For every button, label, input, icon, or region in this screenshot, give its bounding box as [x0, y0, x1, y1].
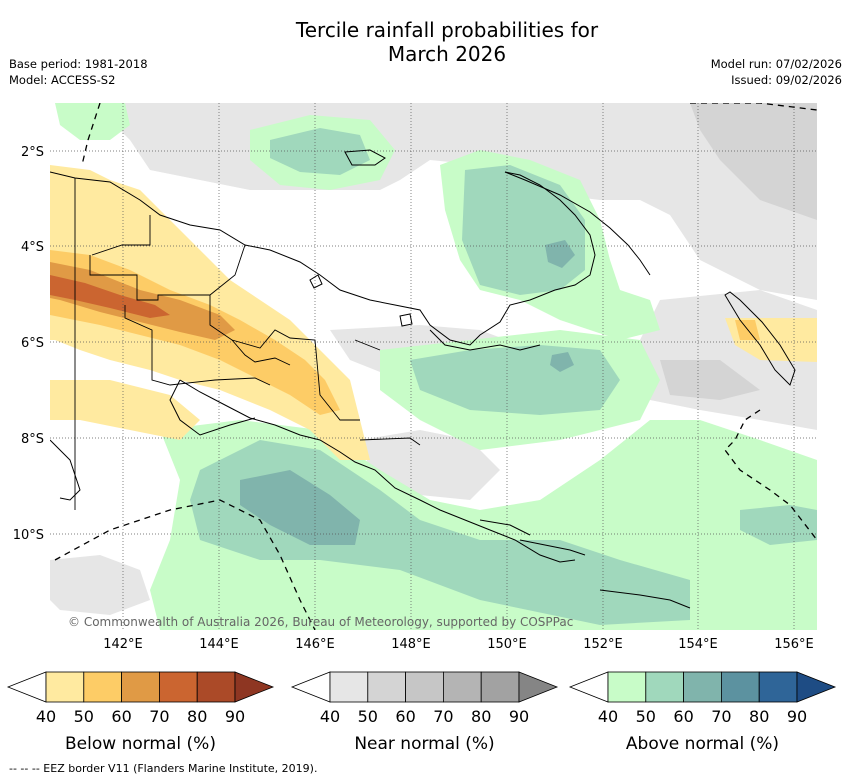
colorbar-over-triangle — [796, 671, 837, 703]
colorbar-tick-label: 70 — [711, 707, 731, 726]
colorbar-title: Above normal (%) — [626, 734, 779, 754]
colorbar-tick-label: 40 — [598, 707, 618, 726]
colorbar-segment — [607, 671, 647, 703]
colorbar-title: Below normal (%) — [65, 734, 216, 754]
below-normal-70 — [50, 275, 170, 318]
colorbar-under-triangle — [568, 671, 609, 703]
coastlines — [50, 149, 796, 609]
below-normal-60 — [50, 262, 235, 340]
lon-label-154e: 154°E — [678, 637, 718, 652]
map-title: Tercile rainfall probabilities for March… — [0, 18, 850, 66]
colorbar-tick-label: 90 — [509, 707, 529, 726]
colorbar-over-triangle — [518, 671, 559, 703]
colorbar-segment — [645, 671, 684, 703]
probability-shading — [50, 103, 817, 630]
lon-label-144e: 144°E — [199, 637, 239, 652]
colorbar-tick-label: 90 — [787, 707, 807, 726]
colorbar-segment — [367, 671, 406, 703]
colorbar-tick-label: 70 — [149, 707, 169, 726]
lat-label-2s: 2°S — [21, 145, 44, 160]
colorbar-tick-label: 60 — [395, 707, 415, 726]
issued-text: Issued: 09/02/2026 — [731, 73, 842, 87]
colorbar-segment — [196, 671, 236, 703]
colorbar-segment — [405, 671, 444, 703]
meta-left: Base period: 1981-2018 Model: ACCESS-S2 — [9, 56, 148, 88]
title-line-1: Tercile rainfall probabilities for — [295, 18, 599, 42]
title-line-2: March 2026 — [387, 42, 507, 66]
lat-axis-labels: 2°S 4°S 6°S 8°S 10°S — [13, 145, 44, 543]
above-normal-50-north — [270, 128, 370, 175]
graticule — [50, 103, 817, 630]
below-normal-40-sw — [50, 380, 200, 440]
colorbar-over-triangle — [234, 671, 275, 703]
near-normal-darker-east — [660, 360, 760, 400]
colorbar-tick-label: 60 — [673, 707, 693, 726]
colorbar-under-triangle — [6, 671, 47, 703]
colorbar-segment — [721, 671, 760, 703]
near-normal-darker-ne — [690, 103, 817, 220]
colorbar-tick-label: 60 — [111, 707, 131, 726]
eez-borders — [54, 103, 817, 630]
lat-label-10s: 10°S — [13, 528, 44, 543]
colorbar-title: Near normal (%) — [354, 734, 494, 754]
lon-label-152e: 152°E — [583, 637, 623, 652]
lat-label-4s: 4°S — [21, 240, 44, 255]
eez-footnote: -- -- -- EEZ border V11 (Flanders Marine… — [9, 762, 318, 775]
above-normal-nw — [55, 103, 130, 140]
colorbar-tick-label: 80 — [471, 707, 491, 726]
colorbar-tick-label: 80 — [187, 707, 207, 726]
colorbar-tick-label: 50 — [74, 707, 94, 726]
colorbar-above: 40 50 60 70 80 90 Above normal (%) — [568, 671, 837, 754]
lon-axis-labels: 142°E 144°E 146°E 148°E 150°E 152°E 154°… — [103, 637, 814, 652]
colorbar-tick-label: 50 — [636, 707, 656, 726]
colorbar-tick-label: 90 — [225, 707, 245, 726]
colorbar-segment — [121, 671, 160, 703]
colorbar-segment — [329, 671, 369, 703]
province-borders — [74, 178, 421, 510]
colorbar-tick-label: 70 — [433, 707, 453, 726]
meta-right: Model run: 07/02/2026 Issued: 09/02/2026 — [711, 56, 842, 88]
above-normal-50-east — [740, 505, 817, 545]
colorbar-near: 40 50 60 70 80 90 Near normal (%) — [290, 671, 559, 754]
lon-label-156e: 156°E — [774, 637, 814, 652]
lon-label-146e: 146°E — [295, 637, 335, 652]
lon-label-142e: 142°E — [103, 637, 143, 652]
colorbar-tick-label: 80 — [749, 707, 769, 726]
above-normal-60-mid — [550, 352, 574, 372]
colorbar-tick-label: 50 — [358, 707, 378, 726]
colorbar-below: 40 50 60 70 80 90 Below normal (%) — [6, 671, 275, 754]
colorbars: 40 50 60 70 80 90 Below normal (%) 40 50 60 70 80 90… — [6, 671, 837, 754]
above-normal-60-south — [240, 470, 360, 545]
colorbar-segment — [758, 671, 798, 703]
colorbar-segment — [683, 671, 722, 703]
colorbar-segment — [45, 671, 85, 703]
copyright-text: © Commonwealth of Australia 2026, Bureau… — [68, 615, 573, 629]
colorbar-segment — [158, 671, 198, 703]
lat-label-6s: 6°S — [21, 336, 44, 351]
model-text: Model: ACCESS-S2 — [9, 73, 116, 87]
lat-label-8s: 8°S — [21, 432, 44, 447]
colorbar-segment — [480, 671, 520, 703]
lon-label-150e: 150°E — [487, 637, 527, 652]
base-period-text: Base period: 1981-2018 — [9, 57, 148, 71]
lon-label-148e: 148°E — [391, 637, 431, 652]
colorbar-segment — [83, 671, 123, 703]
colorbar-segment — [442, 671, 482, 703]
above-normal-60-bismarck — [545, 240, 575, 268]
near-normal-region-sw — [50, 555, 150, 615]
model-run-text: Model run: 07/02/2026 — [710, 57, 842, 71]
colorbar-under-triangle — [290, 671, 331, 703]
colorbar-tick-label: 40 — [320, 707, 340, 726]
colorbar-tick-label: 40 — [36, 707, 56, 726]
